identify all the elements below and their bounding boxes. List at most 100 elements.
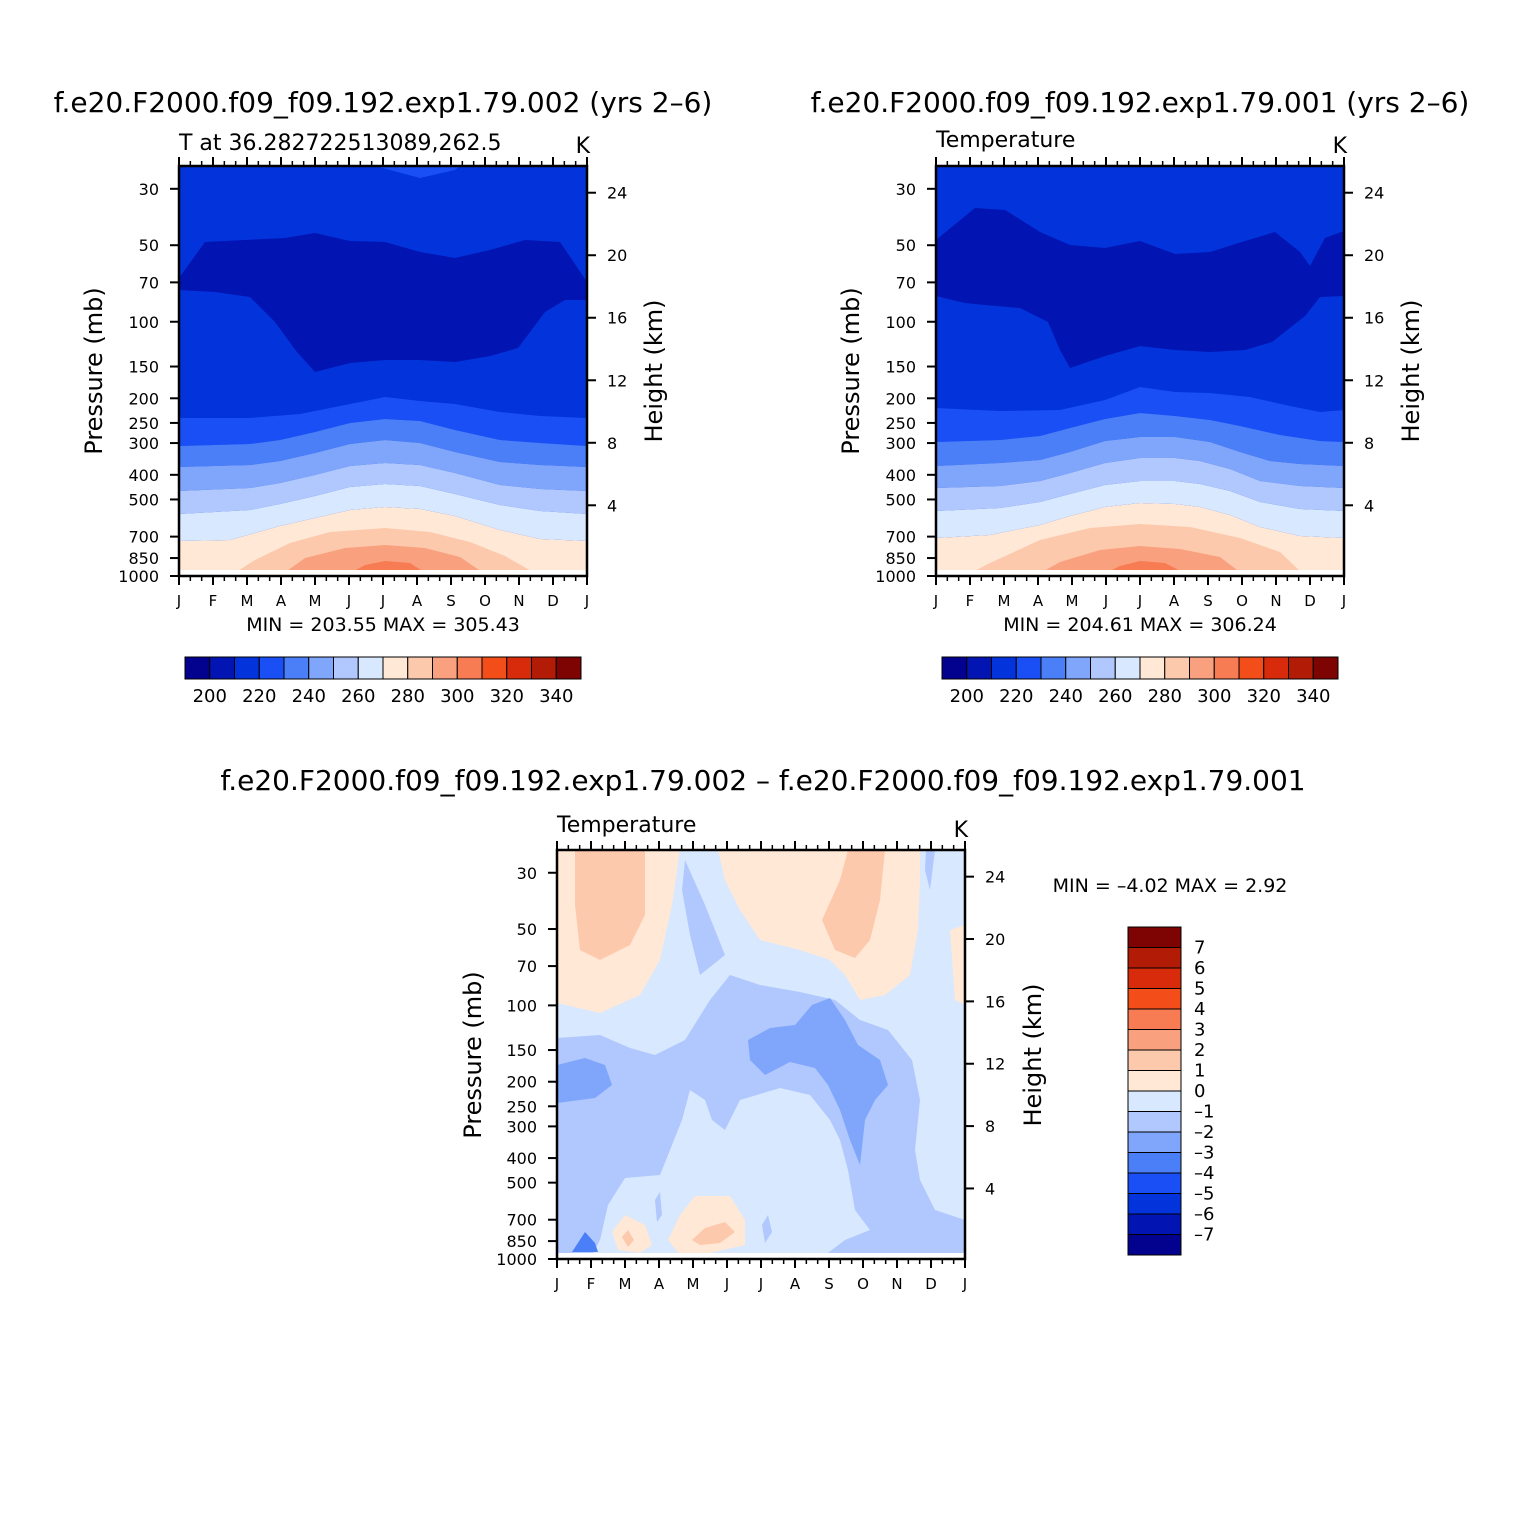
y-tick-label: 400 <box>506 1149 537 1168</box>
x-tick-label: M <box>309 592 322 610</box>
contour-band <box>280 545 488 576</box>
x-tick-label: J <box>346 592 351 610</box>
colorbar-swatch <box>1127 1172 1182 1194</box>
panel-top-right: f.e20.F2000.f09_f09.192.exp1.79.001 (yrs… <box>811 86 1470 707</box>
colorbar-swatch <box>1127 967 1182 989</box>
colorbar-swatch <box>555 656 582 680</box>
x-tick-label: N <box>513 592 524 610</box>
units-label: K <box>954 818 969 843</box>
y-tick-label: 30 <box>896 180 916 199</box>
contour-band <box>375 166 460 178</box>
y-tick-label: 1000 <box>875 567 916 586</box>
contour-band <box>748 998 888 1165</box>
y-tick-label: 200 <box>506 1073 537 1092</box>
panel-title: f.e20.F2000.f09_f09.192.exp1.79.002 – f.… <box>220 764 1305 797</box>
colorbar-swatch <box>1127 1070 1182 1092</box>
contour-band <box>936 481 1344 538</box>
colorbar-swatch <box>407 656 433 680</box>
height-tick-label: 20 <box>985 930 1005 949</box>
colorbar-swatch <box>1127 1213 1182 1235</box>
colorbar-swatch <box>283 656 310 680</box>
height-tick-label: 20 <box>607 246 627 265</box>
panel-subtitle: T at 36.282722513089,262.5 <box>178 131 501 156</box>
colorbar-label: –1 <box>1194 1102 1214 1123</box>
colorbar-swatch <box>333 656 359 680</box>
contour-band <box>668 1196 745 1255</box>
y-axis-label-pressure: Pressure (mb) <box>80 287 108 454</box>
contour-band <box>936 208 1344 368</box>
x-tick-label: F <box>209 592 218 610</box>
colorbar-swatch <box>1213 656 1240 680</box>
units-label: K <box>1333 134 1348 159</box>
x-tick-label: J <box>380 592 385 610</box>
height-tick-label: 4 <box>1364 496 1374 515</box>
x-tick-label: N <box>891 1275 902 1293</box>
colorbar-label: 220 <box>999 686 1033 707</box>
height-tick-label: 16 <box>1364 309 1384 328</box>
x-tick-label: J <box>554 1275 559 1293</box>
y-tick-label: 250 <box>128 414 159 433</box>
colorbar-label: –7 <box>1194 1225 1214 1246</box>
x-tick-label: J <box>1341 592 1346 610</box>
colorbar-swatch <box>1127 1193 1182 1215</box>
contour-band <box>936 570 1344 576</box>
colorbar-label: –5 <box>1194 1184 1214 1205</box>
y-tick-label: 850 <box>128 549 159 568</box>
y-tick-label: 400 <box>128 466 159 485</box>
height-tick-label: 12 <box>1364 371 1384 390</box>
height-tick-label: 16 <box>607 309 627 328</box>
contour-band <box>557 1253 965 1259</box>
height-tick-label: 12 <box>607 371 627 390</box>
contour-band <box>557 975 965 1259</box>
y-tick-label: 400 <box>885 466 916 485</box>
colorbar-swatch <box>456 656 483 680</box>
x-tick-label: M <box>241 592 254 610</box>
y-tick-label: 850 <box>506 1232 537 1251</box>
contour-band <box>179 419 587 467</box>
y-tick-label: 100 <box>128 313 159 332</box>
x-tick-label: J <box>176 592 181 610</box>
contour-band <box>575 850 645 960</box>
colorbar-label: –3 <box>1194 1143 1214 1164</box>
colorbar-swatch <box>1040 656 1067 680</box>
panel-subtitle: Temperature <box>935 128 1075 153</box>
colorbar-label: 200 <box>193 686 227 707</box>
colorbar-swatch <box>357 656 384 680</box>
contour-band <box>692 1222 735 1245</box>
y-tick-label: 70 <box>517 957 537 976</box>
colorbar-swatch <box>1127 1049 1182 1071</box>
colorbar-label: 240 <box>1049 686 1083 707</box>
colorbar-swatch <box>1127 1234 1182 1256</box>
contour-band <box>179 570 587 576</box>
y-tick-label: 250 <box>506 1097 537 1116</box>
min-max-label: MIN = 203.55 MAX = 305.43 <box>246 614 520 636</box>
colorbar-swatch <box>941 656 968 680</box>
x-tick-label: F <box>966 592 975 610</box>
x-tick-label: D <box>925 1275 937 1293</box>
height-tick-label: 8 <box>607 434 617 453</box>
colorbar-label: 3 <box>1194 1020 1205 1041</box>
colorbar-label: 1 <box>1194 1061 1205 1082</box>
x-tick-label: M <box>687 1275 700 1293</box>
y-axis-label-pressure: Pressure (mb) <box>837 287 865 454</box>
contour-band <box>179 233 587 372</box>
colorbar-swatch <box>1090 656 1116 680</box>
contour-band <box>572 1232 598 1252</box>
colorbar-label: 320 <box>1247 686 1281 707</box>
y-tick-label: 300 <box>128 434 159 453</box>
x-tick-label: O <box>857 1275 869 1293</box>
x-tick-label: J <box>933 592 938 610</box>
y-tick-label: 700 <box>885 528 916 547</box>
colorbar-label: 4 <box>1194 999 1205 1020</box>
contour-plot <box>179 166 587 576</box>
colorbar-swatch <box>1114 656 1141 680</box>
panel-subtitle: Temperature <box>556 813 696 838</box>
colorbar-swatch <box>1127 1008 1182 1030</box>
colorbar-swatch <box>531 656 557 680</box>
colorbar-swatch <box>1127 1131 1182 1153</box>
colorbar: 200 220 240 260 280 300 320 340 <box>941 656 1339 707</box>
y-tick-label: 70 <box>896 273 916 292</box>
height-tick-label: 20 <box>1364 246 1384 265</box>
